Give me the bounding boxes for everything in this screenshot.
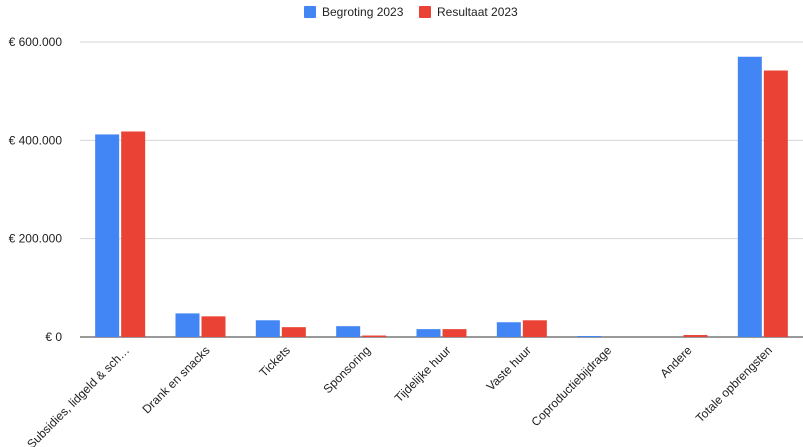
x-tick-label: Totale opbrengsten bbox=[693, 343, 775, 425]
legend: Begroting 2023 Resultaat 2023 bbox=[304, 5, 518, 19]
bar-begroting-3 bbox=[255, 320, 280, 337]
legend-label-1: Begroting 2023 bbox=[322, 5, 404, 19]
x-tick-label: Vaste huur bbox=[484, 343, 534, 393]
bars bbox=[95, 56, 788, 338]
y-tick-label: € 0 bbox=[45, 330, 62, 344]
gridlines bbox=[80, 41, 803, 338]
legend-label-2: Resultaat 2023 bbox=[437, 5, 518, 19]
x-tick-label: Tickets bbox=[256, 343, 292, 379]
y-tick-label: € 600.000 bbox=[9, 35, 63, 49]
x-tick-label: Drank en snacks bbox=[140, 343, 213, 416]
bar-begroting-7 bbox=[577, 336, 602, 337]
x-tick-label: Coproductiebijdrage bbox=[528, 343, 614, 429]
bar-begroting-6 bbox=[496, 322, 521, 337]
bar-resultaat-2 bbox=[201, 316, 226, 337]
bar-resultaat-9 bbox=[763, 70, 788, 338]
legend-swatch-2 bbox=[419, 6, 431, 18]
x-tick-label: Sponsoring bbox=[320, 343, 373, 396]
y-tick-label: € 200.000 bbox=[9, 232, 63, 246]
bar-resultaat-5 bbox=[442, 329, 467, 337]
bar-resultaat-6 bbox=[522, 320, 547, 337]
y-axis-ticks: € 0 € 200.000 € 400.000 € 600.000 bbox=[9, 35, 63, 344]
bar-resultaat-8 bbox=[683, 335, 708, 337]
bar-begroting-5 bbox=[416, 329, 441, 337]
x-tick-label: Subsidies, lidgeld & sch… bbox=[24, 343, 132, 447]
bar-begroting-1 bbox=[95, 134, 120, 337]
bar-begroting-9 bbox=[737, 56, 762, 337]
bar-begroting-4 bbox=[336, 326, 361, 337]
x-axis-ticks: Subsidies, lidgeld & sch… Drank en snacks… bbox=[24, 343, 775, 447]
x-tick-label: Andere bbox=[657, 343, 694, 380]
bar-resultaat-4 bbox=[362, 335, 387, 337]
bar-resultaat-1 bbox=[121, 131, 146, 337]
bar-begroting-2 bbox=[175, 313, 200, 337]
bar-resultaat-3 bbox=[281, 327, 306, 337]
x-tick-label: Tijdelijke huur bbox=[392, 343, 454, 405]
y-tick-label: € 400.000 bbox=[9, 133, 63, 147]
legend-swatch-1 bbox=[304, 6, 316, 18]
